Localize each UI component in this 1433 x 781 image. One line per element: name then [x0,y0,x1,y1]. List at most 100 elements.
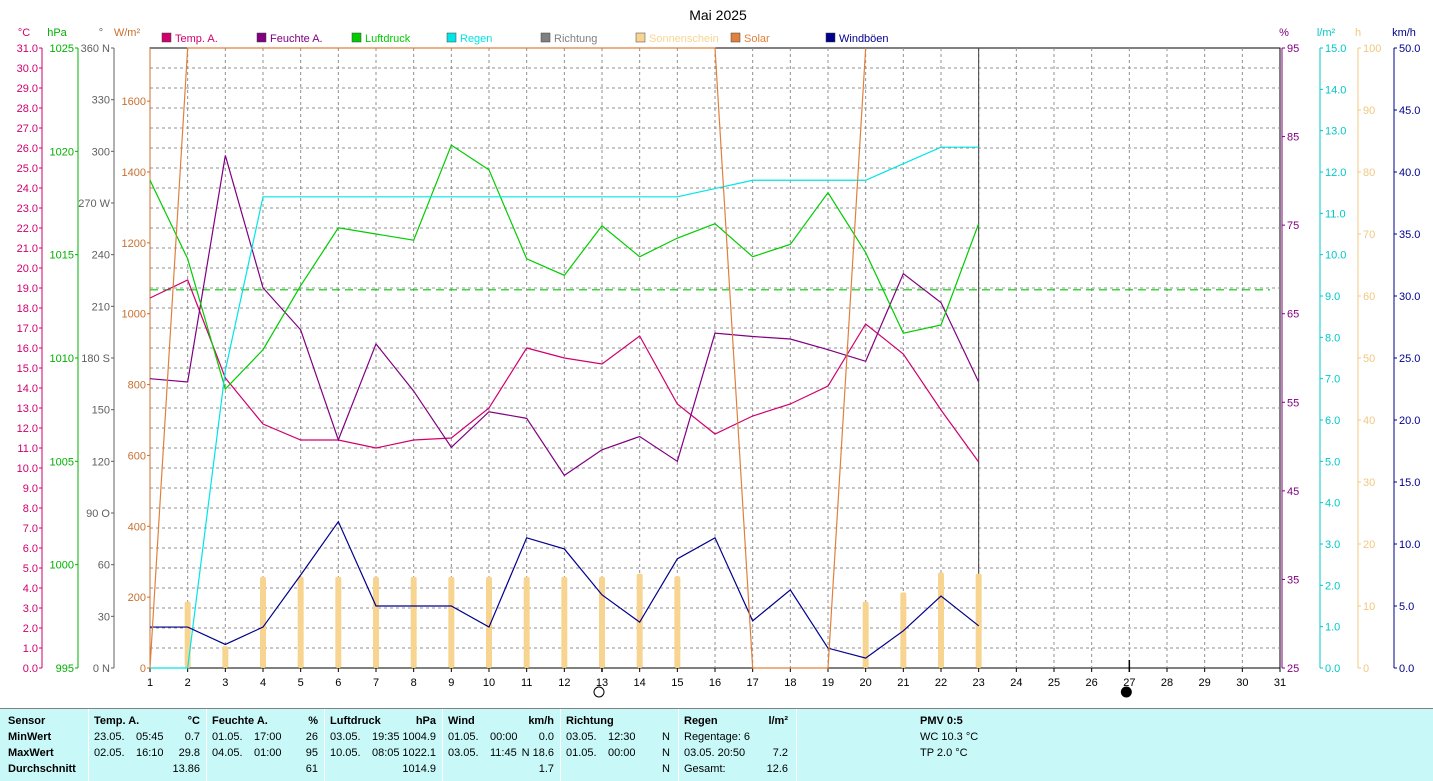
series-lines [149,47,1270,669]
x-tick-label: 4 [260,677,266,689]
x-tick-label: 24 [1010,677,1022,689]
pmv-value: TP 2.0 °C [920,747,968,759]
wind-date: 01.05. [448,731,479,743]
column-separator [796,709,797,781]
pressure-tick-label: 1010 [50,353,74,365]
sunshine-bar [335,576,342,668]
solar-tick-label: 1000 [122,309,146,321]
temp-tick-label: 31.0 [17,43,38,55]
humidity-time: 01:00 [254,747,282,759]
direction-tick-label: 360 N [81,43,110,55]
wind-value: 0.0 [538,731,554,743]
direction-tick-label: 240 [92,250,110,262]
rain-tick-label: 12.0 [1325,167,1346,179]
rain-unit-label: l/m² [1317,27,1336,39]
legend-label: Regen [460,33,492,45]
wind-tick-label: 20.0 [1399,415,1420,427]
pressure-tick-label: 1015 [50,250,74,262]
pressure-date: 03.05. [330,731,361,743]
temp-time: 16:10 [136,747,164,759]
humidity-tick-label: 45 [1287,486,1299,498]
x-tick-label: 13 [596,677,608,689]
legend-label: Temp. A. [175,33,218,45]
rain-unit: l/m² [768,715,788,727]
solar-tick-label: 400 [128,521,146,533]
humidity-time: 17:00 [254,731,282,743]
humidity-tick-label: 85 [1287,132,1299,144]
solar-tick-label: 800 [128,380,146,392]
direction-time: 00:00 [608,747,636,759]
pressure-date: 10.05. [330,747,361,759]
wind-tick-label: 0.0 [1399,663,1414,675]
temp-tick-label: 30.0 [17,63,38,75]
direction-tick-label: 30 [98,611,110,623]
temp-tick-label: 9.0 [23,483,38,495]
direction-value: N [662,763,670,775]
regen-line [150,146,979,669]
pressure-tick-label: 1000 [50,560,74,572]
temp-value: 29.8 [178,747,200,759]
humidity-tick-label: 25 [1287,663,1299,675]
wind-time: 00:00 [490,731,518,743]
sunshine-bar [448,576,455,668]
legend-label: Windböen [839,33,889,45]
legend-swatch [635,32,646,43]
x-tick-label: 28 [1161,677,1173,689]
x-tick-label: 2 [185,677,191,689]
solar-tick-label: 1400 [122,167,146,179]
column-separator [88,709,89,781]
sunshine-tick-label: 30 [1363,477,1375,489]
pressure-header: Luftdruck [330,715,381,727]
x-tick-label: 29 [1199,677,1211,689]
sunshine-bar [297,576,304,668]
x-tick-label: 21 [897,677,909,689]
sunshine-tick-label: 40 [1363,415,1375,427]
humidity-tick-label: 65 [1287,309,1299,321]
x-tick-label: 1 [147,677,153,689]
temp-tick-label: 14.0 [17,383,38,395]
temp-tick-label: 26.0 [17,143,38,155]
x-tick-label: 7 [373,677,379,689]
sunshine-bar [486,576,492,668]
sunshine-bar [523,576,530,668]
legend-swatch [446,32,457,43]
rain-tick-label: 1.0 [1325,622,1340,634]
x-tick-label: 10 [483,677,495,689]
rain-tick-label: 6.0 [1325,415,1340,427]
rain-value: 12.6 [766,763,788,775]
sunshine-tick-label: 90 [1363,105,1375,117]
solar-tick-label: 1600 [122,96,146,108]
x-tick-label: 5 [298,677,304,689]
humidity-tick-label: 95 [1287,43,1299,55]
legend-label: Sonnenschein [649,33,719,45]
rain-tick-label: 2.0 [1325,580,1340,592]
pressure-unit-label: hPa [47,27,67,39]
column-separator [560,709,561,781]
wind-unit: km/h [528,715,554,727]
temp-tick-label: 16.0 [17,343,38,355]
legend-label: Luftdruck [365,33,411,45]
solar-tick-label: 600 [128,450,146,462]
rain-tick-label: 7.0 [1325,374,1340,386]
solar-tick-label: 0 [140,663,146,675]
legend-swatch [161,32,172,43]
temp-tick-label: 13.0 [17,403,38,415]
wind-tick-label: 50.0 [1399,43,1420,55]
temp-tick-label: 5.0 [23,563,38,575]
sunshine-bar [862,601,869,668]
temp-date: 23.05. [94,731,125,743]
x-tick-label: 11 [521,677,532,689]
legend-swatch [825,32,836,43]
sunshine-tick-label: 0 [1363,663,1369,675]
temp-tick-label: 8.0 [23,503,38,515]
pressure-tick-label: 1020 [50,146,74,158]
legend-label: Richtung [554,33,597,45]
rain-tick-label: 0.0 [1325,663,1340,675]
temp-value: 0.7 [184,731,200,743]
pressure-tick-label: 1025 [50,43,74,55]
temp-tick-label: 4.0 [23,583,38,595]
direction-tick-label: 120 [92,456,110,468]
rain-value: 7.2 [772,747,788,759]
column-separator [324,709,325,781]
direction-tick-label: 180 S [81,353,110,365]
